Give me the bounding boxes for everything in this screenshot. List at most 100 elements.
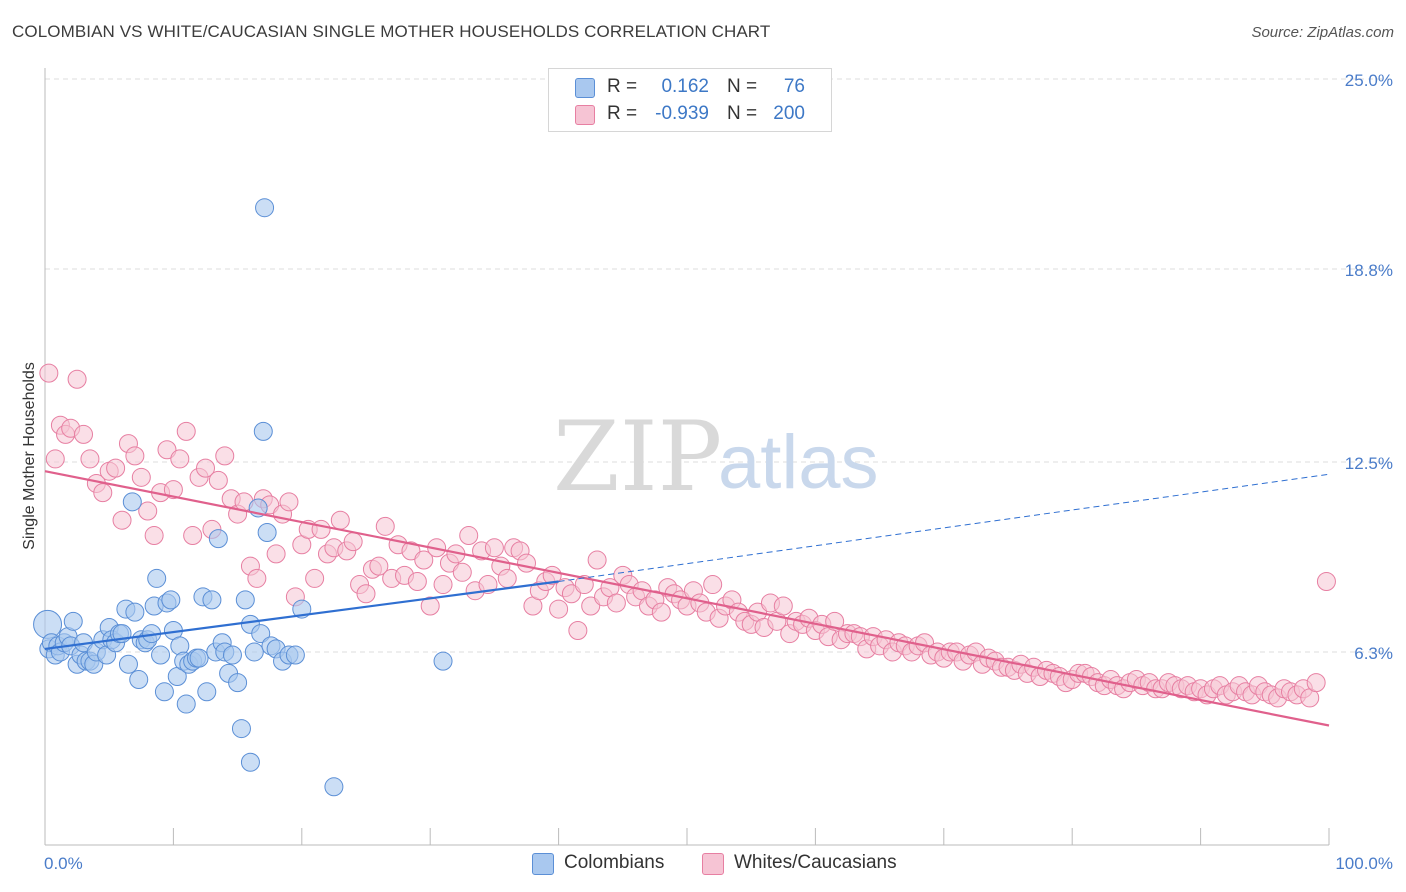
colombians-point <box>63 611 83 631</box>
colombians-point <box>253 421 273 441</box>
whites-point <box>311 519 331 539</box>
legend-n-label: N = <box>727 76 758 97</box>
whites-point <box>279 492 299 512</box>
correlation-legend: R = 0.162 N = 76 R = -0.939 N = 200 <box>548 68 832 132</box>
colombians-point <box>118 654 138 674</box>
legend-r-value: 0.162 <box>661 76 709 97</box>
colombians-point <box>208 529 228 549</box>
whites-point <box>74 424 94 444</box>
series-label-whites: Whites/Caucasians <box>734 852 897 873</box>
legend-n-label: N = <box>727 103 758 124</box>
whites-point <box>80 449 100 469</box>
legend-r-label: R = <box>607 76 638 97</box>
colombians-point <box>255 198 275 218</box>
whites-point <box>125 446 145 466</box>
whites-point <box>93 483 113 503</box>
colombians-trend-line <box>44 580 559 650</box>
legend-r-label: R = <box>607 103 638 124</box>
whites-point <box>369 556 389 576</box>
series-swatch-pink <box>702 853 724 875</box>
watermark-zip: ZIP <box>553 401 722 513</box>
colombians-point <box>197 682 217 702</box>
whites-point <box>407 571 427 591</box>
source-label: Source: ZipAtlas.com <box>1251 24 1394 41</box>
whites-point <box>484 538 504 558</box>
colombians-point <box>235 590 255 610</box>
legend-row-colombians: R = 0.162 N = 76 <box>549 74 831 100</box>
whites-point <box>67 369 87 389</box>
colombians-point <box>154 682 174 702</box>
colombians-point <box>202 590 222 610</box>
colombians-point <box>228 673 248 693</box>
whites-point <box>1316 571 1336 591</box>
whites-point <box>106 458 126 478</box>
whites-point <box>452 562 472 582</box>
whites-trend-line <box>44 470 1330 727</box>
whites-point <box>305 568 325 588</box>
whites-point <box>330 510 350 530</box>
legend-n-value: 200 <box>773 103 805 124</box>
series-label-colombians: Colombians <box>564 852 665 873</box>
legend-swatch-blue <box>575 78 595 98</box>
watermark-atlas: atlas <box>718 420 879 505</box>
colombians-point <box>257 522 277 542</box>
whites-point <box>459 526 479 546</box>
colombians-point <box>433 651 453 671</box>
whites-point <box>196 458 215 478</box>
whites-point <box>176 421 196 441</box>
whites-point <box>247 568 267 588</box>
whites-point <box>606 593 626 613</box>
whites-point <box>478 575 498 595</box>
whites-point <box>703 575 723 595</box>
whites-point <box>420 596 440 616</box>
whites-point <box>651 602 671 622</box>
whites-point <box>112 510 132 530</box>
whites-point <box>163 480 183 500</box>
whites-point <box>356 584 376 604</box>
colombians-point <box>129 670 149 690</box>
whites-point <box>561 584 581 604</box>
whites-point <box>215 446 235 466</box>
axes <box>44 68 1330 846</box>
whites-point <box>568 621 588 641</box>
whites-point <box>401 541 421 561</box>
x-tick-label: 0.0% <box>44 854 83 873</box>
chart-title: COLOMBIAN VS WHITE/CAUCASIAN SINGLE MOTH… <box>12 22 771 41</box>
y-tick-label: 6.3% <box>1354 644 1393 663</box>
whites-point <box>170 449 190 469</box>
whites-point <box>138 501 158 521</box>
x-tick-label: 100.0% <box>1335 854 1393 873</box>
colombians-point <box>176 694 196 714</box>
colombians-point <box>122 492 142 512</box>
whites-point <box>131 467 151 487</box>
y-tick-label: 25.0% <box>1345 71 1393 90</box>
y-axis-label: Single Mother Households <box>21 362 38 550</box>
whites-point <box>773 596 793 616</box>
whites-point <box>183 526 203 546</box>
whites-point <box>45 449 65 469</box>
legend-row-whites: R = -0.939 N = 200 <box>549 101 831 127</box>
colombians-point <box>244 642 264 662</box>
colombians-point <box>161 590 181 610</box>
colombians-point <box>240 752 260 772</box>
colombians-point <box>125 602 145 622</box>
colombians-points <box>33 198 453 797</box>
whites-point <box>343 532 363 552</box>
whites-point <box>574 575 594 595</box>
whites-point <box>517 553 536 573</box>
whites-point <box>433 575 453 595</box>
whites-point <box>1306 673 1326 693</box>
colombians-point <box>222 645 242 665</box>
legend-n-value: 76 <box>783 76 805 97</box>
colombians-point <box>189 648 209 668</box>
colombians-point <box>251 624 271 644</box>
whites-point <box>549 599 569 619</box>
whites-point <box>414 550 434 570</box>
y-tick-label: 12.5% <box>1345 454 1393 473</box>
series-legend: Colombians Whites/Caucasians <box>0 851 1406 879</box>
whites-point <box>208 470 228 490</box>
whites-point <box>157 440 177 460</box>
legend-r-value: -0.939 <box>655 103 709 124</box>
colombians-point <box>231 719 251 739</box>
